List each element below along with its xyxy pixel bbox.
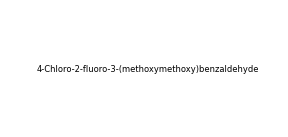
Text: 4-Chloro-2-fluoro-3-(methoxymethoxy)benzaldehyde: 4-Chloro-2-fluoro-3-(methoxymethoxy)benz… [36, 65, 259, 74]
